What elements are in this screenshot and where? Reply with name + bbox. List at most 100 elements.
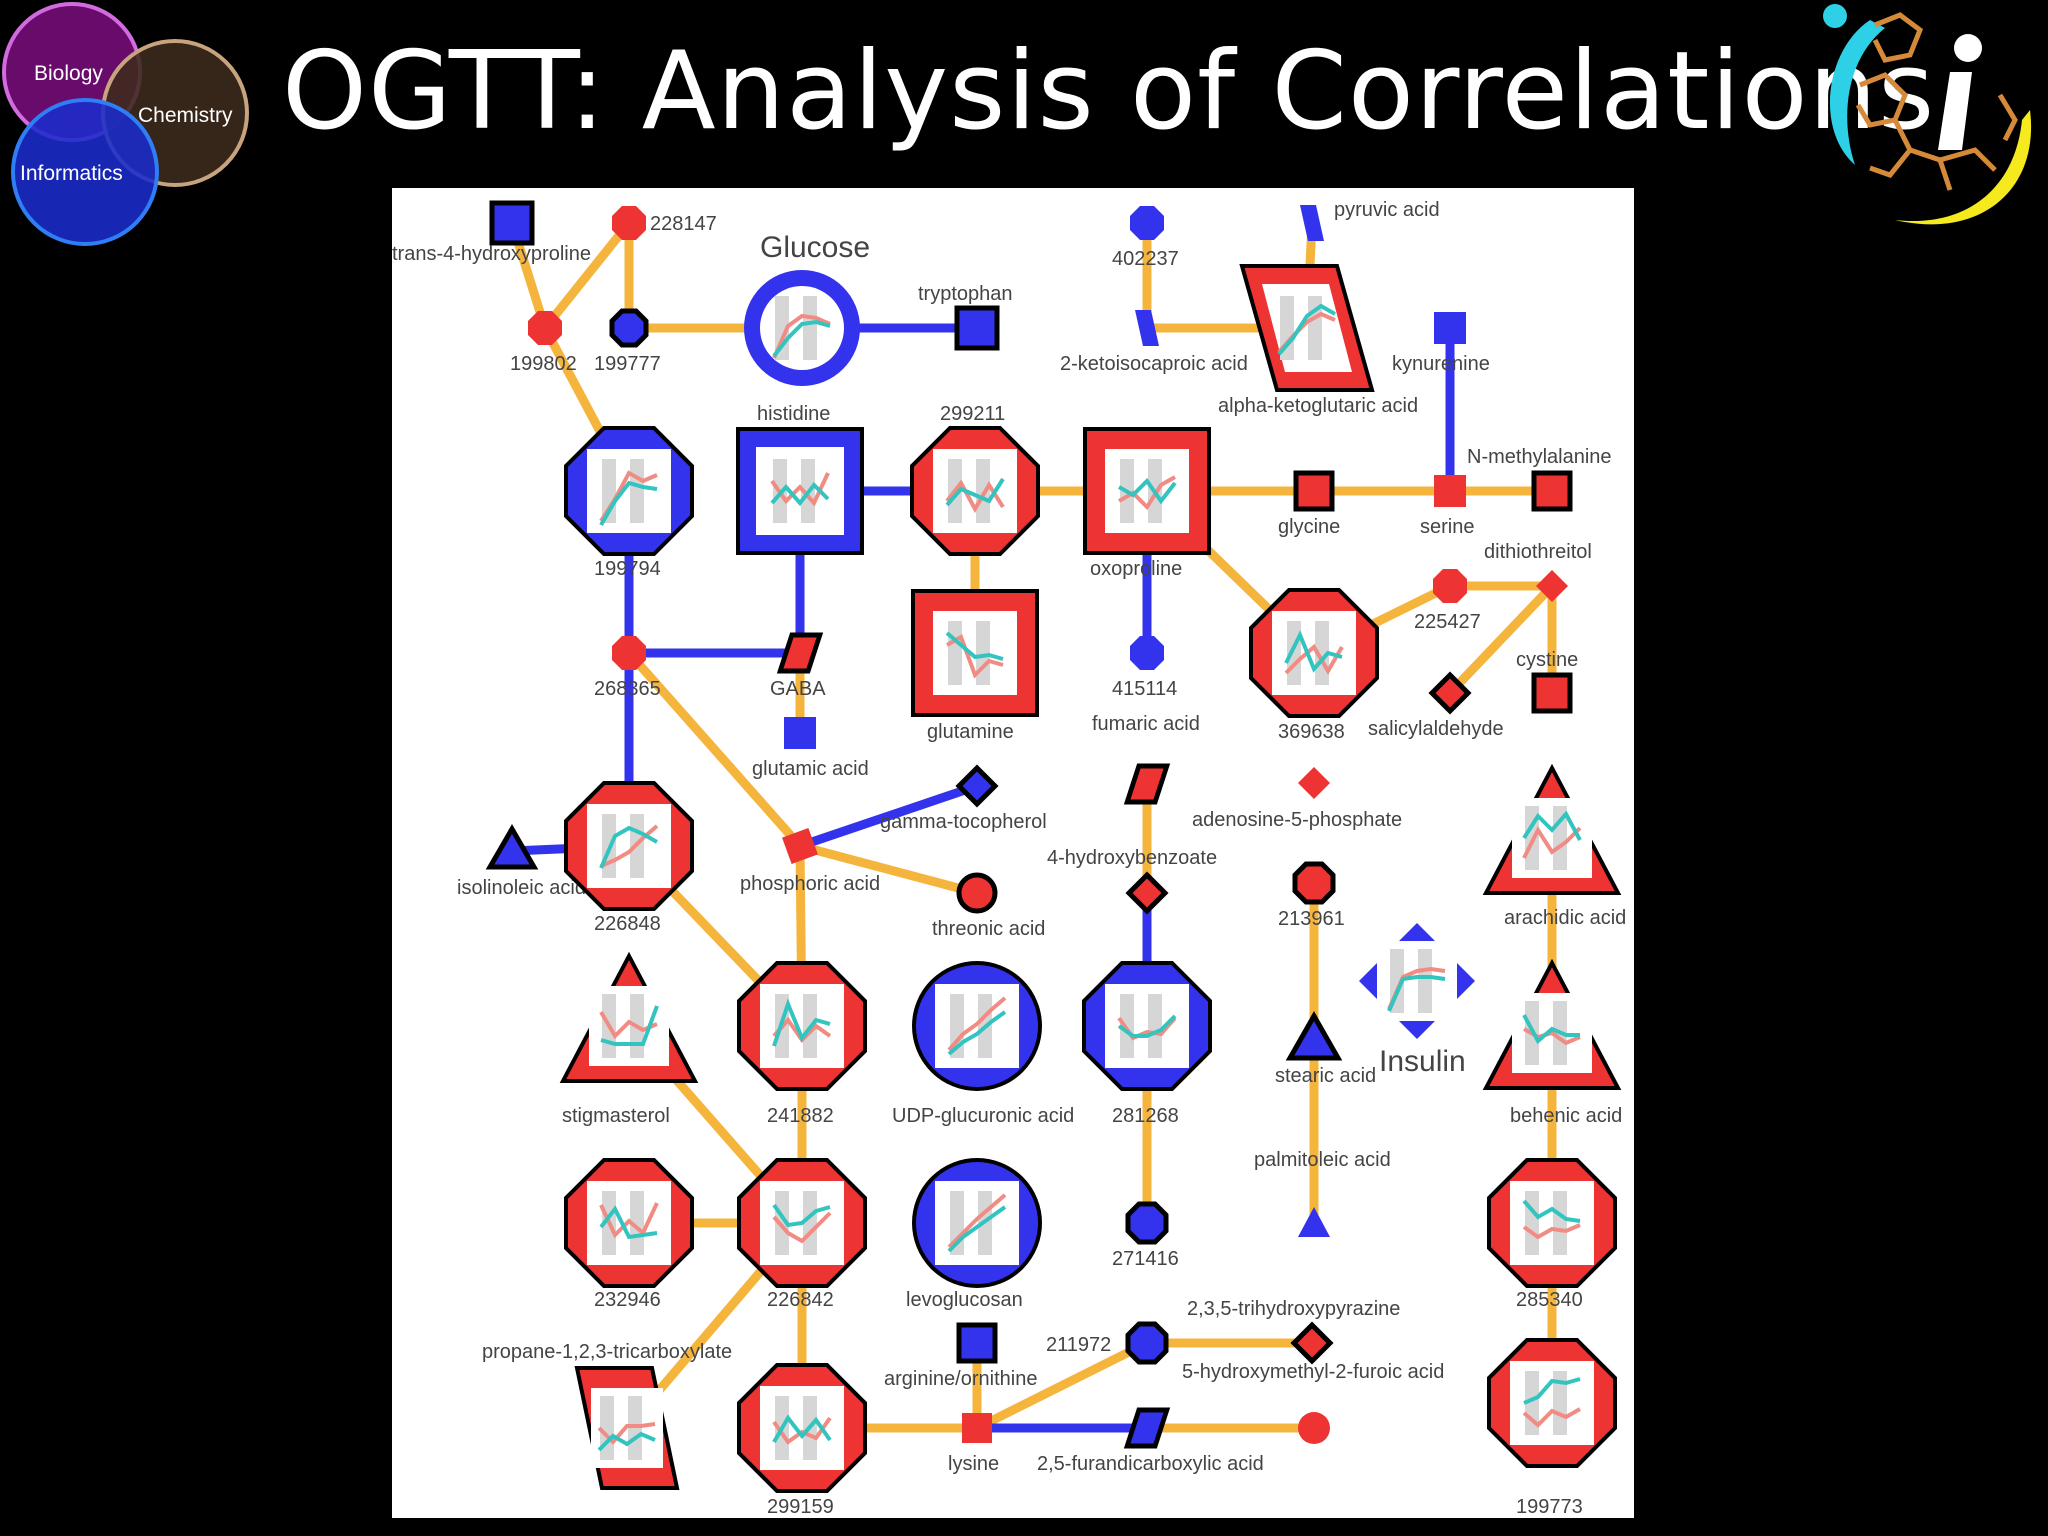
node-arginine-ornithine[interactable]	[956, 1322, 998, 1364]
node-fumaric[interactable]	[1123, 763, 1171, 805]
node-udp-glucuronic[interactable]	[912, 961, 1042, 1091]
label-glycine: glycine	[1278, 516, 1340, 538]
label-271416: 271416	[1112, 1248, 1179, 1270]
label-glutamic: glutamic acid	[752, 758, 869, 780]
node-salicylaldehyde[interactable]	[1428, 671, 1472, 715]
node-pyruvic[interactable]	[1300, 205, 1324, 241]
label-threonic: threonic acid	[932, 918, 1045, 940]
node-dithiothreitol[interactable]	[1536, 570, 1568, 602]
node-225427[interactable]	[1433, 569, 1467, 603]
label-palmitoleic: palmitoleic acid	[1254, 1149, 1391, 1171]
label-stearic: stearic acid	[1275, 1065, 1376, 1087]
label-213961: 213961	[1278, 908, 1345, 930]
node-268365[interactable]	[612, 636, 646, 670]
node-199773[interactable]	[1487, 1338, 1617, 1468]
node-glutamic[interactable]	[784, 717, 816, 749]
node-226848[interactable]	[564, 781, 694, 911]
node-adenosine-5-phosphate[interactable]	[1298, 767, 1330, 799]
logo-cyan-arc	[1829, 20, 1885, 165]
node-propane-tricarboxylate[interactable]	[574, 1366, 680, 1490]
node-402237[interactable]	[1130, 206, 1164, 240]
label-hydroxymethylfuroic: 5-hydroxymethyl-2-furoic acid	[1182, 1361, 1444, 1383]
label-furandicarboxylic: 2,5-furandicarboxylic acid	[1037, 1453, 1264, 1475]
node-226842[interactable]	[737, 1158, 867, 1288]
label-stigmasterol: stigmasterol	[562, 1105, 670, 1127]
logo-white-dot	[1954, 34, 1982, 62]
node-glutamine[interactable]	[911, 589, 1039, 717]
node-serine[interactable]	[1434, 475, 1466, 507]
node-228147[interactable]	[612, 206, 646, 240]
node-oxoproline[interactable]	[1083, 427, 1211, 555]
node-insulin[interactable]	[1359, 923, 1475, 1039]
node-299211[interactable]	[910, 426, 1040, 556]
label-fumaric: fumaric acid	[1092, 713, 1200, 735]
node-299159[interactable]	[737, 1363, 867, 1493]
label-232946: 232946	[594, 1289, 661, 1311]
node-tryptophan[interactable]	[954, 305, 1000, 351]
label-pyruvic: pyruvic acid	[1334, 199, 1440, 221]
edge	[540, 218, 634, 333]
node-4-hydroxybenzoate[interactable]	[1125, 871, 1169, 915]
node-199802[interactable]	[528, 311, 562, 345]
node-232946[interactable]	[564, 1158, 694, 1288]
node-stigmasterol[interactable]	[559, 951, 699, 1083]
label-299211: 299211	[940, 403, 1005, 425]
node-415114[interactable]	[1130, 636, 1164, 670]
node-n-methylalanine[interactable]	[1531, 470, 1573, 512]
node-kynurenine[interactable]	[1434, 312, 1466, 344]
node-glycine[interactable]	[1293, 470, 1335, 512]
node-213961[interactable]	[1292, 861, 1336, 905]
label-arachidic: arachidic acid	[1504, 907, 1626, 929]
node-furandicarboxylic[interactable]	[1123, 1407, 1171, 1449]
node-behenic[interactable]	[1482, 958, 1622, 1090]
node-hydroxymethylfuroic[interactable]	[1298, 1412, 1330, 1444]
label-299159: 299159	[767, 1496, 834, 1518]
label-4-hydroxybenzoate: 4-hydroxybenzoate	[1047, 847, 1217, 869]
node-palmitoleic[interactable]	[1298, 1207, 1330, 1237]
node-phosphoric[interactable]	[782, 828, 818, 864]
node-gamma-tocopherol[interactable]	[955, 764, 999, 808]
edge	[795, 841, 982, 898]
label-n-methylalanine: N-methylalanine	[1467, 446, 1612, 468]
logo-white-i	[1938, 72, 1972, 150]
node-199777[interactable]	[609, 308, 649, 348]
node-trans-4-hydroxyproline[interactable]	[489, 200, 535, 246]
informatics-circle	[11, 98, 159, 246]
label-salicylaldehyde: salicylaldehyde	[1368, 718, 1504, 740]
label-285340: 285340	[1516, 1289, 1583, 1311]
node-isolinoleic[interactable]	[485, 824, 539, 870]
node-2-ketoisocaproic[interactable]	[1135, 310, 1159, 346]
node-trihydroxypyrazine[interactable]	[1290, 1321, 1334, 1365]
edge	[624, 648, 805, 851]
label-cystine: cystine	[1516, 649, 1578, 671]
label-226848: 226848	[594, 913, 661, 935]
node-levoglucosan[interactable]	[912, 1158, 1042, 1288]
label-phosphoric: phosphoric acid	[740, 873, 880, 895]
label-gaba: GABA	[770, 678, 826, 700]
label-serine: serine	[1420, 516, 1474, 538]
node-histidine[interactable]	[736, 427, 864, 555]
label-268365: 268365	[594, 678, 661, 700]
node-threonic[interactable]	[956, 872, 998, 914]
label-199794: 199794	[594, 558, 661, 580]
label-behenic: behenic acid	[1510, 1105, 1622, 1127]
label-trihydroxypyrazine: 2,3,5-trihydroxypyrazine	[1187, 1298, 1400, 1320]
node-271416[interactable]	[1125, 1201, 1169, 1245]
node-lysine[interactable]	[962, 1413, 992, 1443]
node-glucose[interactable]	[744, 270, 860, 386]
venn-logo: Biology Chemistry Informatics	[2, 2, 249, 246]
node-gaba[interactable]	[776, 632, 824, 674]
node-stearic[interactable]	[1285, 1010, 1343, 1061]
correlation-network: trans-4-hydroxyproline 228147 199802 199…	[392, 199, 1626, 1518]
node-369638[interactable]	[1249, 588, 1379, 718]
node-211972[interactable]	[1125, 1321, 1169, 1365]
node-alpha-ketoglutaric[interactable]	[1239, 264, 1375, 392]
node-cystine[interactable]	[1531, 672, 1573, 714]
label-tryptophan: tryptophan	[918, 283, 1013, 305]
node-199794[interactable]	[564, 426, 694, 556]
node-281268[interactable]	[1082, 961, 1212, 1091]
node-arachidic[interactable]	[1482, 763, 1622, 895]
correlation-network-panel: trans-4-hydroxyproline 228147 199802 199…	[392, 188, 1634, 1518]
node-285340[interactable]	[1487, 1158, 1617, 1288]
node-241882[interactable]	[737, 961, 867, 1091]
